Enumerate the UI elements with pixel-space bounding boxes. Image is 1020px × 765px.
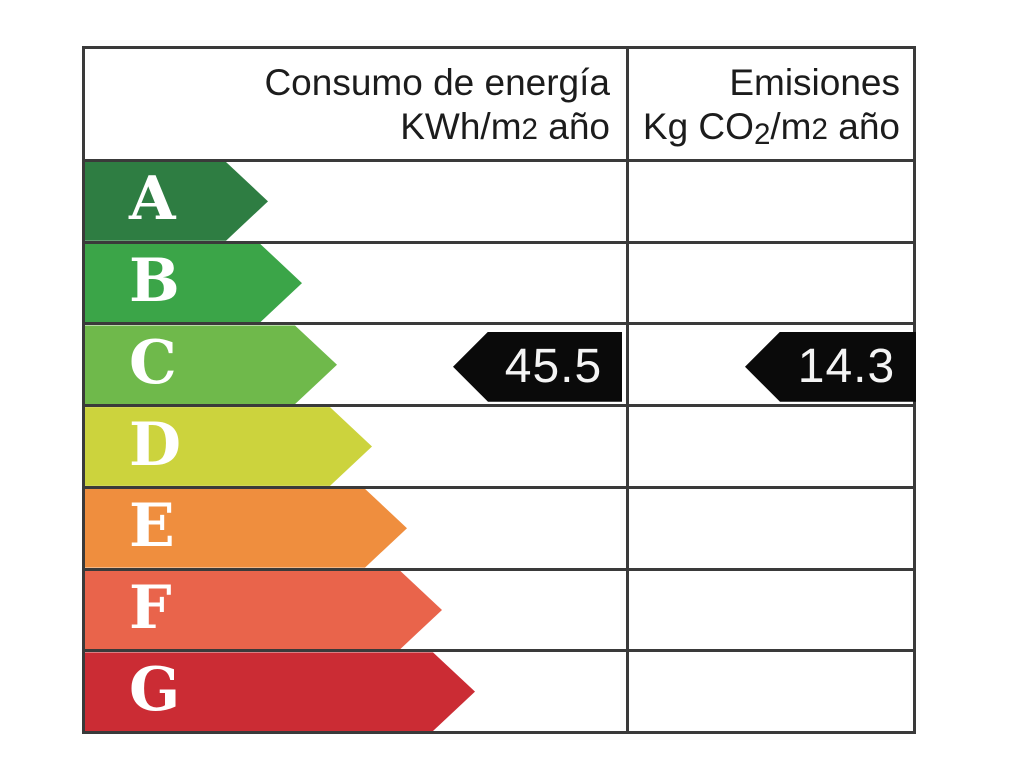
rating-row-e: E	[85, 489, 913, 571]
rating-arrow-b: B	[85, 244, 302, 323]
rating-row-a: A	[85, 162, 913, 244]
rating-row-b: B	[85, 244, 913, 326]
energy-rating-table: Consumo de energía KWh/m2 año Emisiones …	[82, 46, 916, 734]
rating-letter-f: F	[129, 572, 172, 643]
rating-letter-a: A	[129, 164, 176, 235]
emissions-unit: Kg CO2/m2 año	[642, 106, 900, 152]
rating-arrow-d: D	[85, 407, 372, 486]
table-header: Consumo de energía KWh/m2 año Emisiones …	[85, 49, 913, 162]
consumption-column-header: Consumo de energía KWh/m2 año	[85, 49, 626, 159]
rating-arrow-a: A	[85, 162, 268, 241]
rating-row-g: G	[85, 652, 913, 731]
rating-letter-g: G	[129, 654, 181, 725]
emissions-column-header: Emisiones Kg CO2/m2 año	[629, 49, 913, 159]
rating-row-c: C 45.5 14.3	[85, 325, 916, 408]
emissions-value: 14.3	[797, 339, 896, 393]
consumption-value: 45.5	[504, 339, 603, 393]
rating-arrow-g: G	[85, 652, 475, 731]
emissions-title: Emisiones	[729, 62, 900, 103]
rating-letter-b: B	[129, 246, 180, 317]
consumption-unit: KWh/m2 año	[400, 106, 610, 147]
rating-letter-d: D	[129, 409, 182, 480]
rating-row-d: D	[85, 407, 913, 489]
consumption-title: Consumo de energía	[264, 62, 610, 103]
rating-letter-e: E	[129, 491, 175, 562]
column-divider	[626, 49, 629, 731]
rating-arrow-f: F	[85, 571, 442, 650]
consumption-value-arrow: 45.5	[453, 331, 622, 402]
rating-arrow-c: C	[85, 325, 337, 404]
rating-row-f: F	[85, 571, 913, 653]
rating-letter-c: C	[129, 327, 177, 398]
rating-arrow-e: E	[85, 489, 407, 568]
rating-rows: A B C 45.5 14.3	[85, 162, 916, 731]
emissions-value-arrow: 14.3	[745, 331, 916, 402]
